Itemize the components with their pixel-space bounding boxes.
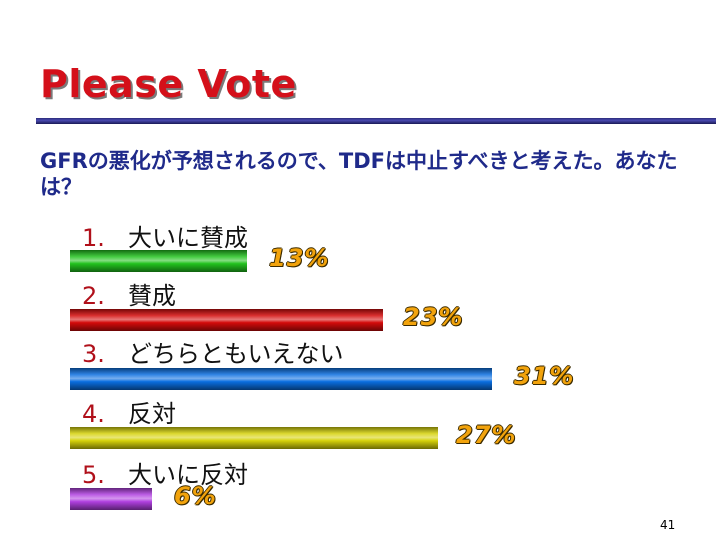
option-number: 5.: [82, 461, 105, 489]
question-text: GFRの悪化が予想されるので、TDFは中止すべきと考えた。あなたは？: [40, 149, 678, 199]
bar-1: [70, 250, 247, 272]
option-1: 1. 大いに賛成: [82, 218, 248, 253]
option-number: 2.: [82, 282, 105, 310]
option-label: 反対: [128, 400, 176, 428]
page-number: 41: [660, 518, 676, 532]
value-label-2: 23%: [403, 303, 464, 331]
option-label: 大いに反対: [128, 461, 248, 489]
option-number: 3.: [82, 340, 105, 368]
option-2: 2. 賛成: [82, 276, 176, 311]
value-label-4: 27%: [456, 421, 517, 449]
bar-3: [70, 368, 492, 390]
option-label: どちらともいえない: [128, 340, 344, 368]
bar-4: [70, 427, 438, 449]
option-5: 5. 大いに反対: [82, 455, 248, 490]
option-3: 3. どちらともいえない: [82, 334, 344, 369]
bar-2: [70, 309, 383, 331]
option-label: 賛成: [128, 282, 176, 310]
value-label-1: 13%: [269, 244, 330, 272]
value-label-3: 31%: [514, 362, 575, 390]
option-label: 大いに賛成: [128, 224, 248, 252]
option-number: 1.: [82, 224, 105, 252]
option-number: 4.: [82, 400, 105, 428]
value-label-5: 6%: [174, 482, 217, 510]
title-rule: [36, 118, 716, 124]
slide-title: Please Vote: [40, 62, 297, 106]
bar-5: [70, 488, 152, 510]
option-4: 4. 反対: [82, 394, 176, 429]
